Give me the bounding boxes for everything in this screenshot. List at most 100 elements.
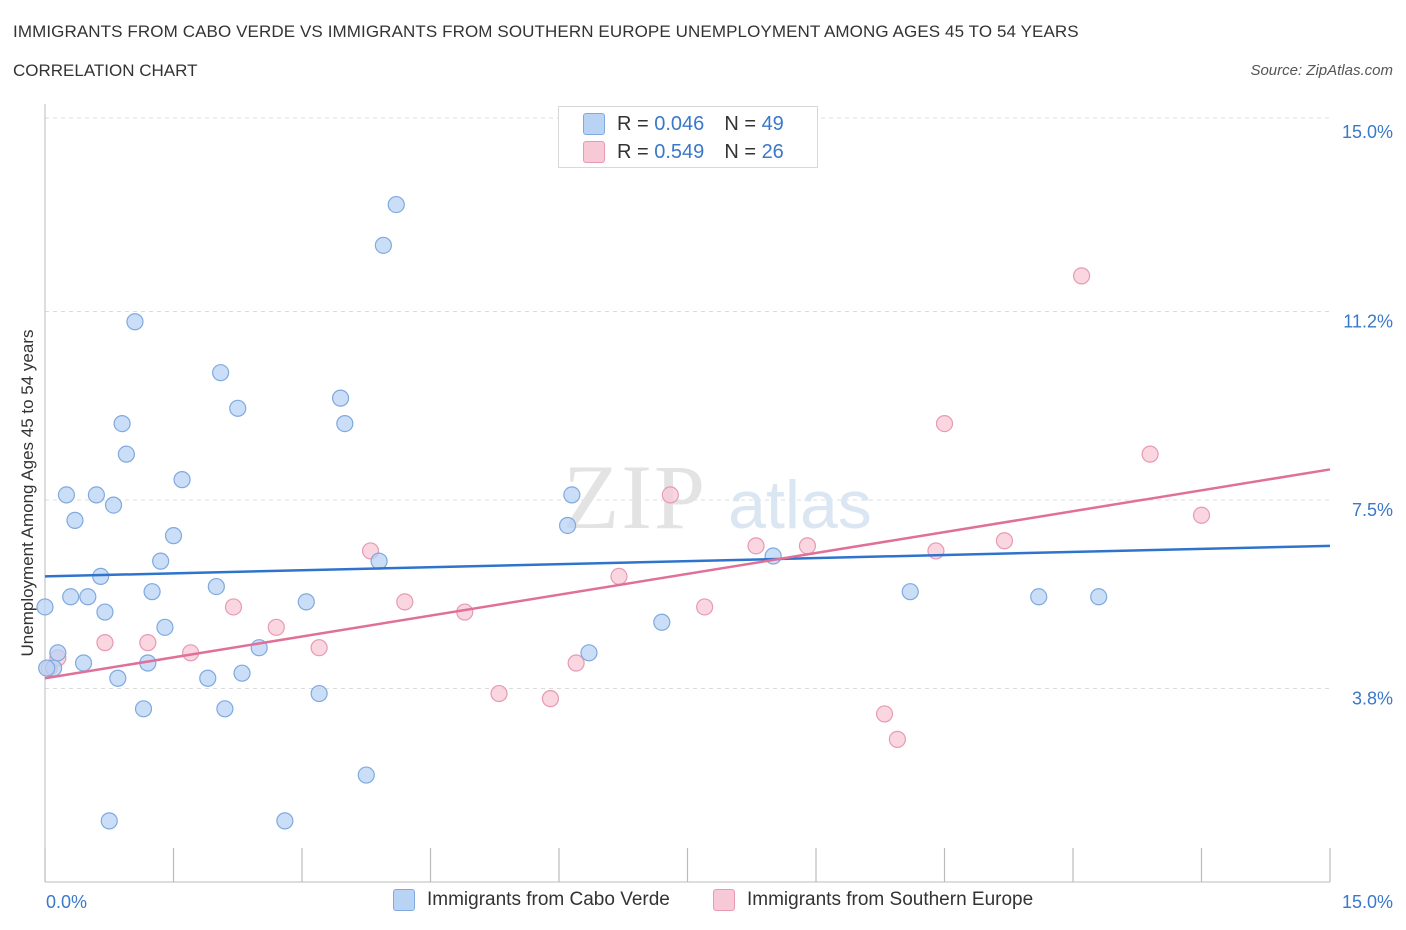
- legend-n-value: 26: [761, 140, 784, 163]
- bottom-legend-label: Immigrants from Southern Europe: [747, 889, 1034, 910]
- watermark-atlas: atlas: [728, 467, 872, 543]
- legend-row-cabo-verde: R = 0.046 N = 49: [583, 112, 784, 136]
- data-point: [370, 552, 388, 570]
- data-point: [216, 700, 234, 718]
- bottom-legend-swatch-blue: [393, 889, 415, 911]
- legend-r-label: R =: [617, 140, 649, 163]
- data-point: [661, 486, 679, 504]
- data-point: [96, 634, 114, 652]
- data-point: [580, 644, 598, 662]
- data-point: [74, 654, 93, 672]
- data-point: [139, 634, 157, 652]
- legend-swatch-pink: [583, 141, 605, 163]
- data-point: [331, 389, 350, 407]
- y-tick-label: 3.8%: [1352, 688, 1393, 708]
- data-point: [104, 496, 123, 514]
- legend-r-value: 0.549: [654, 140, 705, 163]
- legend-swatch-blue: [583, 113, 605, 135]
- data-point: [87, 486, 106, 504]
- data-point: [747, 537, 765, 555]
- stats-legend: R = 0.046 N = 49 R = 0.549 N = 26: [558, 106, 818, 168]
- data-point: [935, 415, 954, 433]
- y-tick-label: 11.2%: [1343, 312, 1393, 332]
- data-point: [109, 669, 127, 687]
- data-point: [233, 664, 251, 682]
- axes: [44, 104, 1331, 883]
- chart-subtitle: CORRELATION CHART: [13, 61, 198, 80]
- data-point: [134, 700, 153, 718]
- bottom-legend-label: Immigrants from Cabo Verde: [427, 889, 670, 910]
- data-point: [143, 583, 161, 601]
- legend-row-southern-europe: R = 0.549 N = 26: [583, 140, 784, 164]
- data-point: [310, 684, 328, 703]
- data-point: [387, 195, 405, 214]
- data-point: [396, 593, 414, 611]
- data-point: [1072, 267, 1091, 285]
- data-point: [79, 588, 97, 606]
- watermark: ZIP atlas: [563, 446, 872, 548]
- data-point: [164, 527, 183, 545]
- legend-r-label: R =: [617, 112, 649, 135]
- data-point: [901, 583, 919, 601]
- legend-n-label: N =: [724, 112, 756, 135]
- data-point: [66, 511, 84, 529]
- bottom-legend-swatch-pink: [713, 889, 735, 911]
- data-point: [113, 415, 131, 433]
- bottom-legend-cabo-verde: Immigrants from Cabo Verde: [393, 889, 670, 911]
- data-point: [212, 364, 230, 382]
- data-point: [267, 618, 285, 636]
- data-point: [1141, 445, 1159, 463]
- data-point: [229, 399, 247, 417]
- legend-n-label: N =: [724, 140, 756, 163]
- data-point: [36, 598, 54, 616]
- data-point: [1030, 588, 1048, 606]
- y-axis-label: Unemployment Among Ages 45 to 54 years: [18, 330, 37, 657]
- y-tick-label: 15.0%: [1342, 122, 1393, 142]
- data-point: [888, 730, 906, 748]
- source-credit: Source: ZipAtlas.com: [1250, 62, 1393, 79]
- data-point: [541, 690, 560, 708]
- data-point: [336, 415, 354, 433]
- tick-labels: 3.8% 7.5% 11.2% 15.0% 0.0% 15.0%: [46, 122, 1393, 912]
- data-point: [62, 588, 80, 606]
- data-point: [696, 598, 714, 616]
- data-point: [297, 593, 315, 611]
- data-point: [995, 532, 1014, 550]
- trend-lines: [44, 468, 1331, 680]
- y-tick-label: 7.5%: [1352, 500, 1393, 520]
- data-point: [117, 445, 135, 463]
- x-tick-label: 0.0%: [46, 892, 87, 912]
- data-point: [374, 236, 392, 254]
- data-point: [199, 669, 217, 687]
- x-tick-label: 15.0%: [1342, 892, 1393, 912]
- trend-line-southern-europe: [44, 468, 1331, 680]
- data-point: [310, 639, 328, 657]
- data-point: [558, 516, 577, 535]
- legend-r-value: 0.046: [654, 112, 705, 135]
- trend-line-cabo-verde: [44, 544, 1331, 578]
- data-point: [224, 598, 243, 616]
- data-point: [96, 603, 114, 621]
- data-point: [57, 486, 76, 504]
- data-point: [126, 313, 144, 331]
- data-point: [152, 552, 170, 570]
- data-point: [207, 577, 225, 596]
- data-point: [798, 537, 817, 555]
- chart-title: IMMIGRANTS FROM CABO VERDE VS IMMIGRANTS…: [13, 22, 1079, 41]
- data-point: [610, 567, 628, 586]
- data-point: [567, 654, 585, 672]
- bottom-legend-southern-europe: Immigrants from Southern Europe: [713, 889, 1033, 911]
- data-point: [38, 659, 56, 677]
- data-point: [875, 705, 894, 723]
- data-point: [490, 684, 508, 703]
- data-point: [276, 812, 294, 830]
- data-point: [357, 766, 375, 784]
- data-point: [1192, 506, 1211, 524]
- data-point: [653, 613, 671, 631]
- data-point: [1090, 588, 1108, 606]
- data-point: [49, 644, 67, 662]
- data-point: [563, 486, 581, 504]
- legend-n-value: 49: [761, 112, 784, 135]
- data-point: [100, 812, 118, 830]
